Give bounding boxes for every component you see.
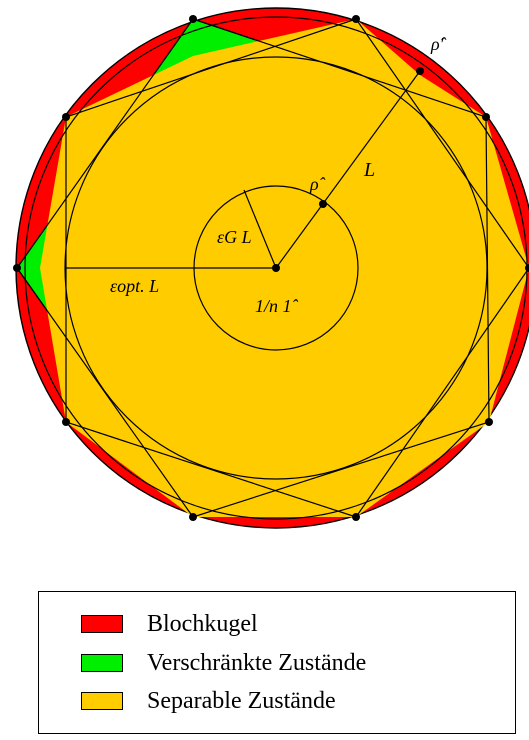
vertex-dot (189, 513, 197, 521)
legend-item-entangled: Verschränkte Zustände (81, 648, 366, 678)
radius-eps-g (243, 189, 277, 269)
legend-swatch-entangled (81, 654, 123, 672)
vertex-dot (352, 15, 360, 23)
legend-label-bloch: Blochkugel (147, 610, 258, 637)
label-L: L (363, 159, 375, 181)
label-identity-over-n: 1/n 1̂ (255, 296, 299, 316)
legend-item-separable: Separable Zustände (81, 686, 336, 716)
vertex-dot (189, 15, 197, 23)
vertex-dot (352, 513, 360, 521)
legend-swatch-separable (81, 692, 123, 710)
legend-label-separable: Separable Zustände (147, 687, 336, 714)
radius-to-rho-prime (275, 70, 421, 269)
separable-triangle-a (65, 18, 529, 518)
rho-dot (319, 200, 327, 208)
vertex-dot (485, 418, 493, 426)
vertex-dot (13, 264, 21, 272)
vertex-dot (62, 113, 70, 121)
vertex-dot (525, 264, 529, 272)
rho-prime-dot (416, 67, 424, 75)
bloch-ball-diagram: ρ̂′ ρ̂ L εG L εopt. L 1/n 1̂ (13, 7, 529, 529)
legend-box: Blochkugel Verschränkte Zustände Separab… (38, 591, 516, 734)
vertex-dots (13, 15, 529, 521)
legend-label-entangled: Verschränkte Zustände (147, 649, 367, 676)
legend-item-bloch: Blochkugel (81, 609, 258, 639)
center-dot (272, 264, 280, 272)
label-eps-opt-L: εopt. L (110, 276, 159, 296)
separable-triangle-b (16, 18, 490, 518)
label-eps-g-L: εG L (217, 227, 252, 247)
label-rho-prime: ρ̂′ (430, 34, 447, 54)
vertex-dot (482, 113, 490, 121)
vertex-dot (62, 418, 70, 426)
legend-swatch-bloch (81, 615, 123, 633)
